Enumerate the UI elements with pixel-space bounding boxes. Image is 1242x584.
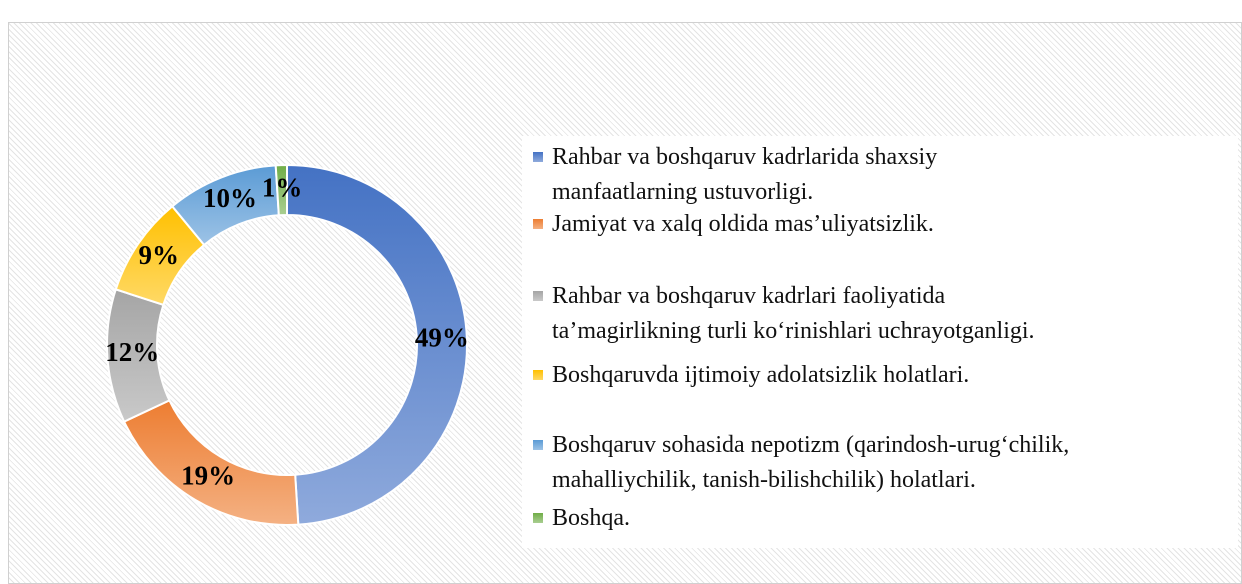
legend-item: Boshqa. — [552, 505, 630, 531]
legend-marker — [533, 440, 543, 450]
data-label: 49% — [415, 322, 469, 352]
legend-item: Rahbar va boshqaruv kadrlari faoliyatida… — [552, 283, 1035, 344]
legend-label: Boshqa. — [552, 505, 630, 531]
legend-marker — [533, 291, 543, 301]
legend-marker — [533, 219, 543, 229]
legend-item: Jamiyat va xalq oldida mas’uliyatsizlik. — [552, 211, 934, 237]
data-label: 10% — [203, 183, 257, 213]
data-label: 1% — [262, 172, 303, 202]
data-label: 19% — [181, 461, 235, 491]
legend-item: Boshqaruv sohasida nepotizm (qarindosh-u… — [552, 432, 1070, 493]
slice — [286, 163, 468, 526]
data-label: 9% — [139, 240, 180, 270]
legend-label: Rahbar va boshqaruv kadrlarida shaxsiy m… — [552, 144, 938, 205]
legend-item: Boshqaruvda ijtimoiy adolatsizlik holatl… — [552, 362, 970, 388]
legend-label: Boshqaruvda ijtimoiy adolatsizlik holatl… — [552, 362, 970, 388]
slice — [274, 163, 288, 217]
legend-label: Boshqaruv sohasida nepotizm (qarindosh-u… — [552, 432, 1070, 493]
data-label: 12% — [105, 337, 159, 367]
legend-label: Jamiyat va xalq oldida mas’uliyatsizlik. — [552, 211, 934, 237]
legend-item: Rahbar va boshqaruv kadrlarida shaxsiy m… — [552, 144, 938, 205]
legend-marker — [533, 513, 543, 523]
legend-marker — [533, 152, 543, 162]
legend — [522, 136, 1238, 548]
legend-label: Rahbar va boshqaruv kadrlari faoliyatida… — [552, 283, 1035, 344]
legend-marker — [533, 370, 543, 380]
